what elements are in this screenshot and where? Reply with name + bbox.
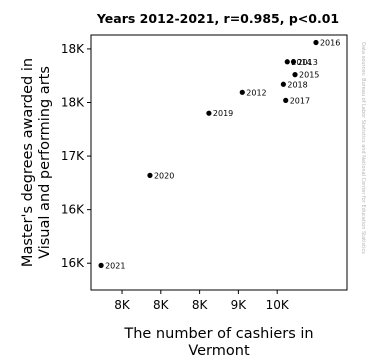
x-tick-label: 10K xyxy=(266,298,290,312)
data-point-2018 xyxy=(280,81,286,87)
data-point-2014 xyxy=(284,59,290,65)
x-axis-ticks: 8K 8K 8K 9K 10K xyxy=(114,290,290,312)
point-label-2013: 2013 xyxy=(297,58,317,67)
x-tick-label: 8K xyxy=(192,298,209,312)
x-tick-label: 8K xyxy=(153,298,170,312)
x-axis-label: The number of cashiers in Vermont xyxy=(123,326,313,358)
plot-area xyxy=(90,34,348,291)
data-point-2015 xyxy=(292,72,298,78)
data-point-2021 xyxy=(98,262,104,268)
y-axis-ticks: 16K 16K 17K 18K 18K xyxy=(61,42,91,270)
point-label-2019: 2019 xyxy=(213,109,233,118)
data-point-2013 xyxy=(290,59,297,65)
y-axis-label: Master's degrees awarded inVisual and pe… xyxy=(20,58,53,267)
x-tick-label: 8K xyxy=(114,298,131,312)
data-point-2020 xyxy=(147,172,153,178)
data-point-2019 xyxy=(206,110,212,116)
x-tick-label: 9K xyxy=(231,298,248,312)
point-label-2017: 2017 xyxy=(290,96,310,105)
point-label-2021: 2021 xyxy=(105,261,125,270)
plot-frame xyxy=(90,34,348,291)
y-tick-label: 18K xyxy=(61,96,85,110)
y-tick-label: 16K xyxy=(61,256,85,270)
point-label-2020: 2020 xyxy=(154,171,174,180)
chart-title: Years 2012-2021, r=0.985, p<0.01 xyxy=(96,11,339,26)
point-label-2016: 2016 xyxy=(320,39,340,48)
y-tick-label: 17K xyxy=(61,149,85,163)
source-watermark: Data sources: Bureau of Labor Statistics… xyxy=(360,42,366,254)
point-label-2014: 2014 xyxy=(291,58,311,67)
y-tick-label: 18K xyxy=(61,42,85,56)
data-point-2016 xyxy=(313,39,319,46)
data-point-2012 xyxy=(239,89,245,95)
point-label-2018: 2018 xyxy=(287,80,307,89)
y-tick-label: 16K xyxy=(61,203,85,217)
point-label-2012: 2012 xyxy=(246,88,266,97)
point-label-2015: 2015 xyxy=(299,71,319,80)
data-point-2017 xyxy=(283,97,289,103)
